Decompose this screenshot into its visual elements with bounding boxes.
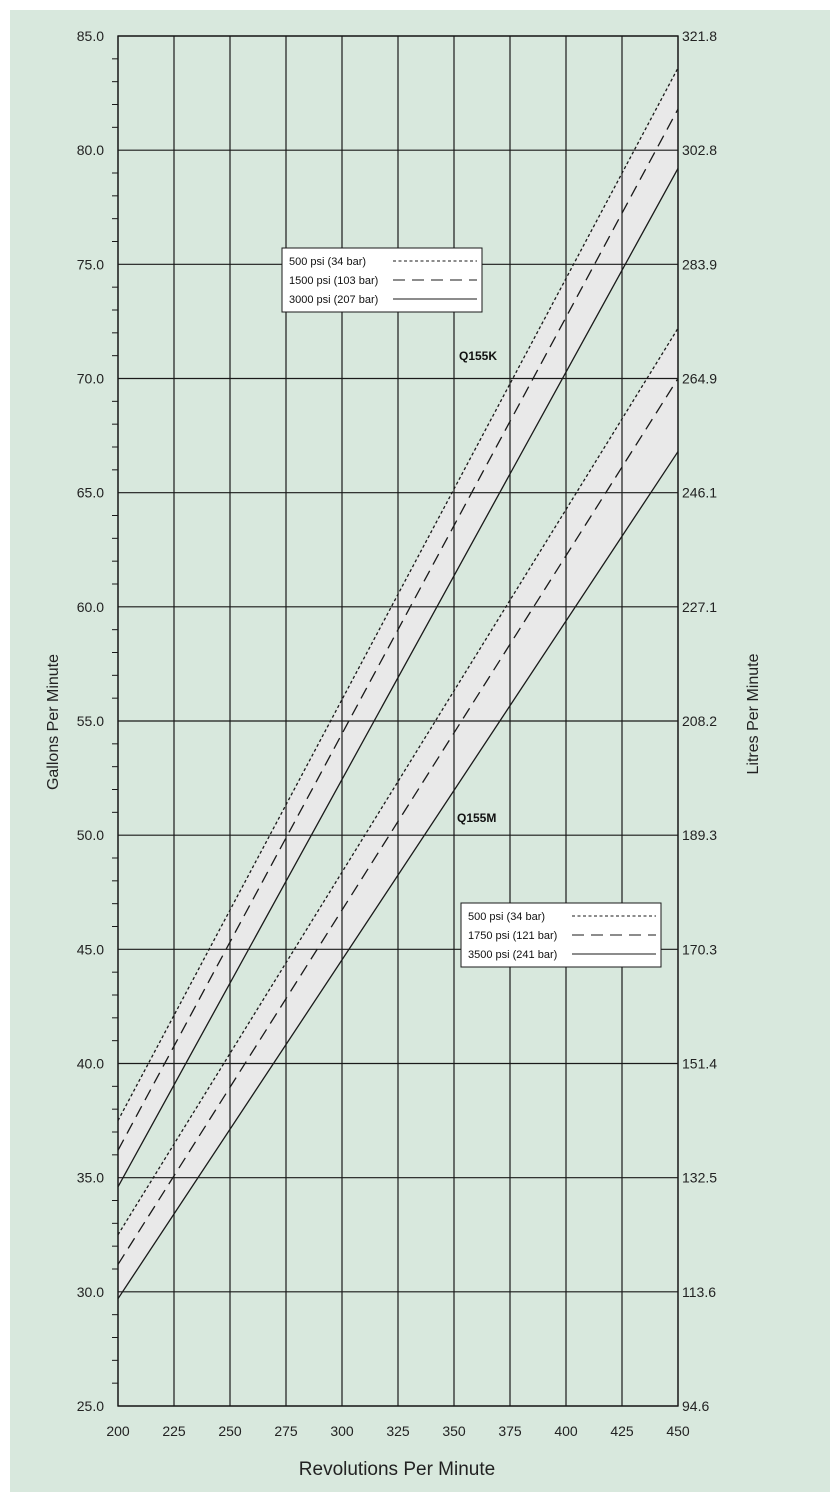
x-tick-label: 425 — [610, 1423, 634, 1439]
right-y-tick-label: 227.1 — [682, 599, 717, 615]
left-y-tick-label: 35.0 — [77, 1170, 104, 1186]
series-line-q155m-dotted — [117, 327, 679, 1236]
x-tick-label: 325 — [386, 1423, 410, 1439]
right-y-axis-title: Litres Per Minute — [745, 653, 762, 774]
minor-ticks — [112, 58, 118, 1384]
legend-q155k-entry-3: 3000 psi (207 bar) — [289, 294, 378, 306]
left-y-tick-label: 65.0 — [77, 485, 104, 501]
right-y-tick-label: 170.3 — [682, 941, 717, 957]
x-tick-label: 400 — [554, 1423, 578, 1439]
left-y-tick-label: 40.0 — [77, 1056, 104, 1072]
x-tick-label: 250 — [218, 1423, 242, 1439]
x-axis-title: Revolutions Per Minute — [299, 1459, 495, 1480]
right-y-tick-labels: 94.6 113.6 132.5 151.4 170.3 189.3 208.2 227.1 2… — [682, 28, 717, 1414]
right-y-tick-label: 208.2 — [682, 713, 717, 729]
left-y-tick-label: 85.0 — [77, 28, 104, 44]
left-y-tick-label: 30.0 — [77, 1284, 104, 1300]
right-y-tick-label: 189.3 — [682, 827, 717, 843]
x-tick-label: 200 — [106, 1423, 130, 1439]
legend-q155k: 500 psi (34 bar) 1500 psi (103 bar) 3000… — [281, 247, 483, 313]
x-tick-label: 275 — [274, 1423, 298, 1439]
series-line-q155k-dotted — [117, 67, 679, 1121]
series-line-q155m-solid — [117, 451, 679, 1300]
legend-q155m-entry-2: 1750 psi (121 bar) — [468, 930, 557, 942]
legend-q155m-entry-3: 3500 psi (241 bar) — [468, 949, 557, 961]
left-y-axis-title: Gallons Per Minute — [45, 654, 62, 790]
left-y-tick-label: 25.0 — [77, 1398, 104, 1414]
right-y-tick-label: 302.8 — [682, 142, 717, 158]
left-y-tick-label: 80.0 — [77, 142, 104, 158]
legend-q155m: 500 psi (34 bar) 1750 psi (121 bar) 3500… — [460, 902, 662, 968]
right-y-tick-label: 246.1 — [682, 485, 717, 501]
group-label-q155m: Q155M — [457, 811, 496, 825]
right-y-tick-label: 321.8 — [682, 28, 717, 44]
series-line-q155k-dashed — [117, 108, 679, 1151]
series-lines — [117, 67, 679, 1300]
left-y-tick-label: 45.0 — [77, 941, 104, 957]
left-y-tick-label: 55.0 — [77, 713, 104, 729]
left-y-tick-label: 70.0 — [77, 371, 104, 387]
right-y-tick-label: 113.6 — [682, 1284, 716, 1300]
right-y-tick-label: 132.5 — [682, 1170, 717, 1186]
x-tick-label: 225 — [162, 1423, 186, 1439]
left-y-tick-label: 50.0 — [77, 827, 104, 843]
group-label-q155k: Q155K — [459, 349, 497, 363]
right-y-tick-label: 94.6 — [682, 1398, 709, 1414]
x-tick-labels: 200 225 250 275 300 325 350 375 400 425 450 — [106, 1423, 690, 1439]
legend-q155k-entry-1: 500 psi (34 bar) — [289, 256, 366, 268]
legend-q155k-box — [281, 247, 483, 313]
legend-q155m-box — [460, 902, 662, 968]
legend-q155m-entry-1: 500 psi (34 bar) — [468, 911, 545, 923]
x-tick-label: 375 — [498, 1423, 522, 1439]
plot-frame — [117, 35, 679, 1407]
x-tick-label: 350 — [442, 1423, 466, 1439]
left-y-tick-label: 75.0 — [77, 256, 104, 272]
x-tick-label: 450 — [666, 1423, 690, 1439]
right-y-tick-label: 283.9 — [682, 256, 717, 272]
right-y-tick-label: 151.4 — [682, 1056, 717, 1072]
left-y-tick-label: 60.0 — [77, 599, 104, 615]
right-y-tick-label: 264.9 — [682, 371, 717, 387]
left-y-tick-labels: 25.0 30.0 35.0 40.0 45.0 50.0 55.0 60.0 65.0 70.0… — [77, 28, 104, 1414]
series-line-q155m-dashed — [117, 378, 679, 1265]
x-tick-label: 300 — [330, 1423, 354, 1439]
legend-q155k-entry-2: 1500 psi (103 bar) — [289, 275, 378, 287]
series-line-q155k-solid — [117, 168, 679, 1188]
